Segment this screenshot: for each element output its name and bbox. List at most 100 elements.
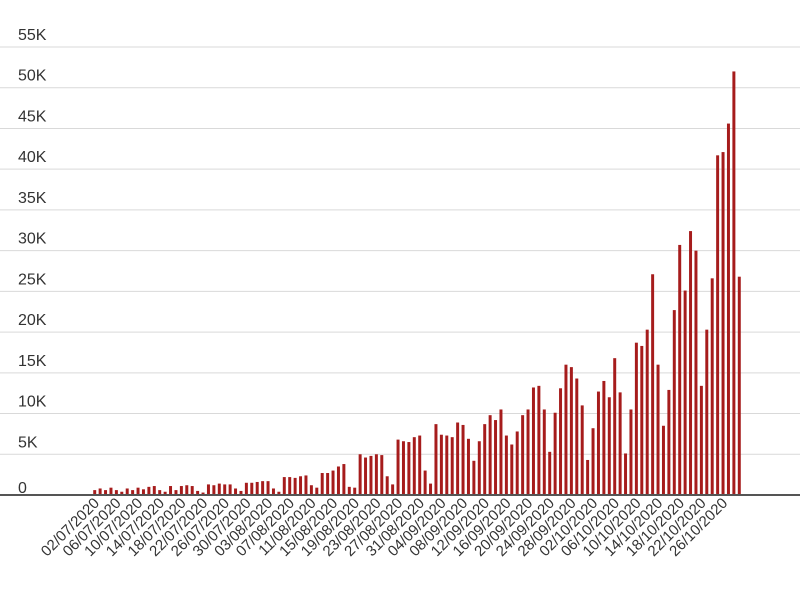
bar	[282, 477, 286, 495]
bar	[645, 329, 649, 495]
bar	[461, 424, 465, 495]
bar	[710, 278, 714, 495]
bar	[472, 460, 476, 495]
bar	[429, 483, 433, 495]
bar	[488, 415, 492, 495]
bar	[418, 435, 422, 495]
bar	[559, 388, 563, 495]
bar	[336, 466, 340, 495]
bar	[266, 481, 270, 495]
bar	[531, 387, 535, 495]
bar	[569, 367, 573, 495]
y-tick-label: 45K	[18, 108, 47, 125]
bar	[98, 488, 102, 495]
bar	[136, 487, 140, 495]
y-tick-label: 35K	[18, 190, 47, 207]
bar	[304, 475, 308, 495]
bar	[607, 397, 611, 495]
bar	[596, 391, 600, 495]
y-tick-label: 25K	[18, 271, 47, 288]
bar	[661, 425, 665, 495]
y-tick-label: 30K	[18, 231, 47, 248]
bar	[326, 473, 330, 495]
bar	[255, 481, 259, 495]
y-tick-label: 15K	[18, 353, 47, 370]
bar	[374, 454, 378, 495]
bar	[591, 428, 595, 495]
bar	[401, 441, 405, 495]
bar	[347, 486, 351, 495]
bar	[223, 484, 227, 495]
bar	[174, 490, 178, 495]
bar	[434, 424, 438, 495]
bar	[699, 385, 703, 495]
bar	[380, 455, 384, 495]
bar	[217, 483, 221, 495]
bar	[271, 488, 275, 495]
bar	[640, 345, 644, 495]
bar	[228, 484, 232, 495]
bar	[141, 489, 145, 495]
bar	[364, 457, 368, 495]
bar	[732, 71, 736, 495]
bar	[656, 364, 660, 495]
bar	[542, 409, 546, 495]
bar	[244, 482, 248, 495]
bars	[93, 71, 741, 495]
bar	[683, 290, 687, 495]
bar	[510, 444, 514, 495]
bar	[613, 358, 617, 495]
bar	[152, 486, 156, 495]
bar	[726, 123, 730, 495]
bar	[412, 437, 416, 495]
bar	[504, 435, 508, 495]
bar	[407, 442, 411, 495]
bar	[342, 464, 346, 495]
bar	[689, 231, 693, 495]
bar	[93, 490, 97, 495]
y-tick-label: 0	[18, 480, 27, 497]
bar	[277, 491, 281, 495]
bar	[391, 484, 395, 495]
bar	[737, 276, 741, 495]
bar	[694, 250, 698, 495]
bar	[450, 437, 454, 495]
bar	[315, 487, 319, 495]
bar	[131, 490, 135, 495]
bar	[385, 476, 389, 495]
bar	[147, 486, 151, 495]
bar	[309, 485, 313, 495]
bar	[212, 485, 216, 495]
bar	[618, 392, 622, 495]
x-axis-tick-labels: 02/07/202006/07/202010/07/202014/07/2020…	[38, 495, 731, 560]
bar	[299, 476, 303, 495]
y-tick-label: 20K	[18, 312, 47, 329]
bar	[667, 389, 671, 495]
bar	[553, 412, 557, 495]
bar	[705, 329, 709, 495]
bar	[515, 431, 519, 495]
bar	[369, 455, 373, 495]
bar	[320, 473, 324, 495]
bar	[185, 485, 189, 495]
bar	[651, 274, 655, 495]
bar	[483, 424, 487, 495]
bar	[206, 484, 210, 495]
bar	[634, 342, 638, 495]
bar	[494, 420, 498, 495]
y-tick-label: 50K	[18, 68, 47, 85]
bar	[548, 451, 552, 495]
bar	[575, 378, 579, 495]
bar	[499, 409, 503, 495]
gridlines	[0, 46, 800, 455]
bar	[586, 459, 590, 495]
bar	[250, 482, 254, 495]
bar	[190, 486, 194, 495]
bar	[439, 434, 443, 495]
bar	[169, 486, 173, 495]
bar	[602, 380, 606, 495]
bar	[201, 492, 205, 495]
y-tick-label: 5K	[18, 434, 38, 451]
